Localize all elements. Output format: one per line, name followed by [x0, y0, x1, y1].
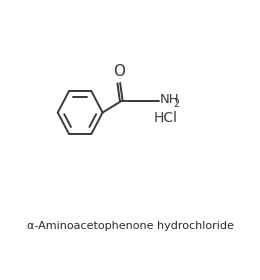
- Text: 2: 2: [173, 99, 179, 109]
- Text: HCl: HCl: [154, 111, 178, 125]
- Text: NH: NH: [160, 94, 180, 106]
- Text: α-Aminoacetophenone hydrochloride: α-Aminoacetophenone hydrochloride: [27, 221, 233, 232]
- Text: O: O: [113, 64, 125, 79]
